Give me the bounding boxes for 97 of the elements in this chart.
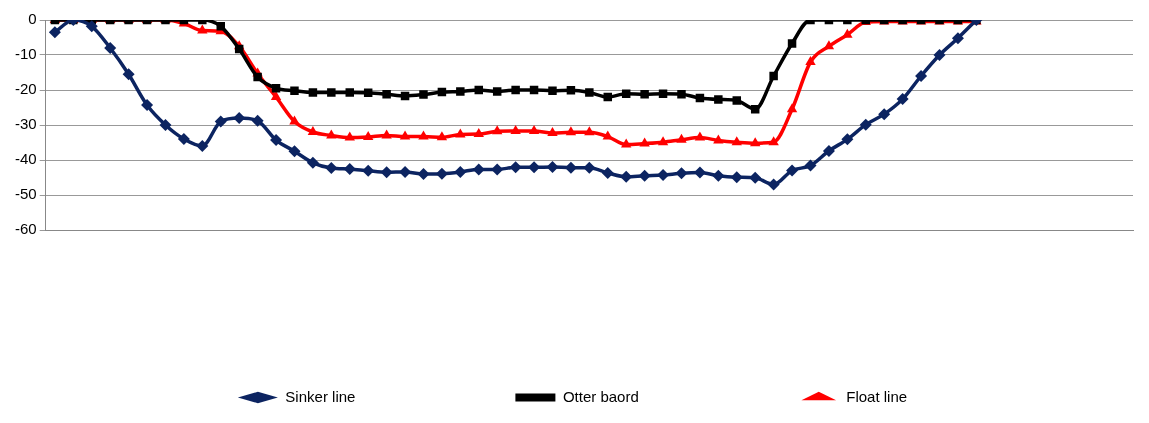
point bbox=[822, 144, 835, 157]
point bbox=[566, 86, 576, 95]
point bbox=[714, 95, 723, 104]
point bbox=[823, 40, 835, 50]
point bbox=[896, 93, 909, 106]
point bbox=[436, 131, 448, 141]
point bbox=[289, 115, 300, 125]
point bbox=[915, 70, 928, 82]
point bbox=[159, 119, 172, 131]
point bbox=[842, 28, 853, 38]
point bbox=[288, 145, 301, 158]
point bbox=[473, 128, 484, 138]
point bbox=[419, 90, 428, 99]
legend-label: Float line bbox=[846, 387, 908, 405]
point bbox=[511, 85, 520, 95]
point bbox=[141, 99, 154, 112]
point bbox=[546, 161, 559, 173]
point bbox=[585, 88, 594, 97]
point bbox=[694, 131, 706, 141]
y-tick-label: 0 bbox=[28, 10, 37, 28]
point bbox=[805, 56, 816, 65]
point bbox=[730, 171, 743, 184]
point bbox=[639, 137, 650, 147]
point bbox=[749, 171, 762, 184]
y-tick-label: -40 bbox=[14, 150, 37, 168]
point bbox=[786, 164, 799, 177]
point bbox=[677, 89, 686, 99]
point bbox=[197, 24, 208, 34]
point bbox=[676, 133, 687, 143]
legend-label: Otter baord bbox=[562, 387, 639, 405]
point bbox=[769, 71, 778, 81]
point bbox=[399, 130, 411, 140]
point bbox=[418, 130, 429, 140]
point bbox=[48, 26, 61, 39]
point bbox=[177, 133, 190, 145]
point bbox=[951, 32, 964, 45]
point bbox=[251, 114, 264, 127]
point bbox=[768, 136, 779, 146]
point bbox=[933, 49, 946, 61]
point bbox=[270, 134, 283, 147]
point bbox=[196, 140, 209, 152]
point bbox=[216, 22, 225, 31]
y-tick-label: -20 bbox=[14, 80, 37, 98]
point bbox=[841, 133, 854, 146]
point bbox=[345, 88, 354, 97]
point bbox=[675, 167, 688, 180]
point bbox=[382, 89, 391, 99]
point bbox=[583, 161, 596, 174]
point bbox=[270, 91, 282, 100]
point bbox=[306, 156, 319, 169]
point bbox=[122, 68, 135, 81]
point bbox=[712, 169, 725, 182]
legend-label: Sinker line bbox=[285, 387, 356, 405]
point bbox=[456, 87, 465, 96]
point bbox=[657, 136, 669, 146]
point bbox=[621, 138, 632, 148]
point bbox=[492, 125, 503, 135]
point bbox=[362, 130, 374, 140]
point bbox=[731, 136, 742, 146]
point bbox=[491, 163, 504, 176]
point bbox=[104, 42, 117, 54]
point bbox=[85, 20, 98, 33]
y-tick-label: -30 bbox=[14, 115, 37, 133]
point bbox=[787, 39, 797, 48]
point bbox=[417, 168, 430, 180]
point bbox=[528, 124, 540, 134]
point bbox=[638, 169, 651, 182]
point bbox=[381, 129, 392, 139]
point bbox=[732, 96, 742, 105]
point bbox=[750, 137, 761, 147]
point bbox=[253, 72, 262, 82]
point bbox=[380, 166, 393, 179]
point bbox=[308, 88, 318, 97]
point bbox=[640, 89, 649, 99]
y-tick-label: -10 bbox=[14, 45, 37, 63]
point bbox=[602, 130, 613, 140]
point bbox=[859, 118, 872, 131]
point bbox=[510, 124, 521, 134]
point bbox=[878, 108, 891, 121]
point bbox=[325, 162, 338, 175]
point bbox=[786, 103, 798, 113]
point bbox=[548, 86, 557, 95]
point bbox=[362, 164, 375, 177]
point bbox=[565, 126, 577, 136]
point bbox=[344, 131, 355, 141]
point bbox=[214, 115, 227, 128]
point bbox=[767, 178, 780, 191]
point bbox=[327, 88, 336, 97]
point bbox=[454, 165, 467, 178]
point bbox=[804, 159, 817, 172]
point bbox=[326, 129, 337, 139]
point bbox=[290, 86, 299, 95]
point bbox=[492, 87, 502, 96]
y-tick-label: -50 bbox=[14, 185, 37, 203]
point bbox=[601, 166, 614, 179]
point bbox=[547, 127, 558, 137]
y-tick-label: -60 bbox=[14, 220, 37, 238]
